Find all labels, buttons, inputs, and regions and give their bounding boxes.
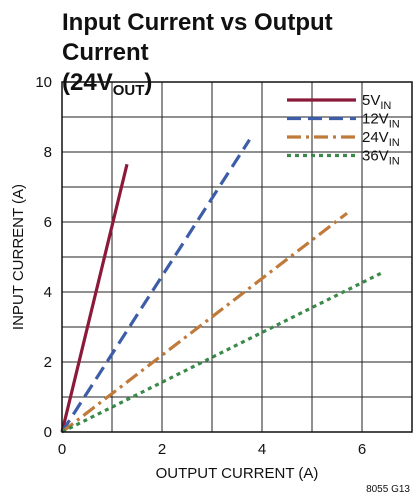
x-tick-label: 0 [58,441,66,458]
series-layer [60,138,383,434]
plot-frame [61,81,413,433]
y-tick-label: 4 [44,284,52,301]
series-line-5v [60,163,129,433]
series-line-24v [61,211,348,434]
y-tick-label: 6 [44,214,52,231]
tick-labels: 0 2 4 6 0 2 4 6 8 10 [35,74,366,458]
chart-title-line2-sub: OUT [112,82,145,99]
x-tick-label: 4 [258,441,266,458]
y-tick-label: 8 [44,144,52,161]
y-axis-label: INPUT CURRENT (A) [10,184,27,330]
series-line-12v [60,138,251,433]
x-tick-label: 6 [358,441,366,458]
y-tick-label: 10 [35,74,52,91]
legend-label: 5VIN [362,92,391,112]
series-line-36v [61,271,383,434]
y-tick-label: 2 [44,354,52,371]
legend-label: 36VIN [362,148,400,168]
y-tick-label: 0 [44,424,52,441]
figure-code: 8055 G13 [366,484,410,495]
x-tick-label: 2 [158,441,166,458]
grid [62,82,412,432]
chart-title: Input Current vs Output Current (24VOUT) [62,8,412,106]
legend-label: 24VIN [362,129,400,149]
legend-label: 12VIN [362,111,400,131]
x-axis-label: OUTPUT CURRENT (A) [156,465,319,482]
chart-title-line1: Input Current vs Output Current [62,9,333,66]
